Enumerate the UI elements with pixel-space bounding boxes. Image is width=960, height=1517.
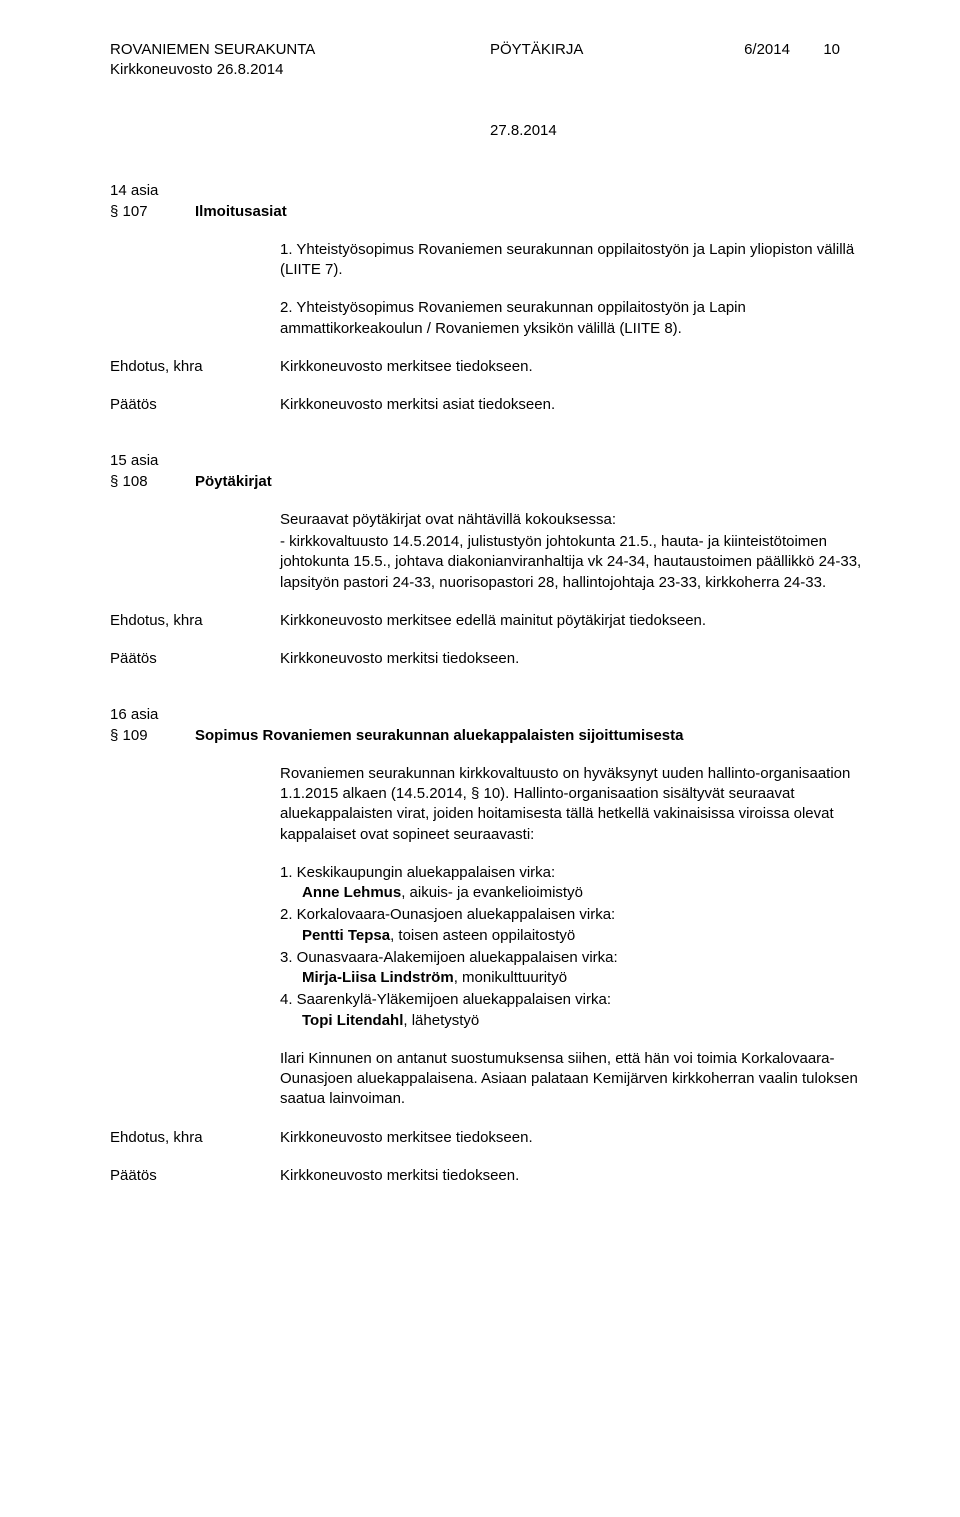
asia-label: 16 asia bbox=[110, 705, 880, 725]
person-role: , aikuis- ja evankelioimistyö bbox=[401, 884, 583, 901]
doc-type: PÖYTÄKIRJA bbox=[490, 40, 690, 60]
paatos-text: Kirkkoneuvosto merkitsi tiedokseen. bbox=[280, 649, 880, 669]
ehdotus-text: Kirkkoneuvosto merkitsee tiedokseen. bbox=[280, 357, 880, 377]
page-header: ROVANIEMEN SEURAKUNTA Kirkkoneuvosto 26.… bbox=[110, 40, 880, 81]
asia-label: 15 asia bbox=[110, 451, 880, 471]
asia-label: 14 asia bbox=[110, 181, 880, 201]
ehdotus-text: Kirkkoneuvosto merkitsee tiedokseen. bbox=[280, 1128, 880, 1148]
org-name: ROVANIEMEN SEURAKUNTA bbox=[110, 40, 490, 60]
paatos-text: Kirkkoneuvosto merkitsi asiat tiedokseen… bbox=[280, 395, 880, 415]
section-number: § 108 bbox=[110, 472, 195, 492]
list-item: 4. Saarenkylä-Yläkemijoen aluekappalaise… bbox=[280, 990, 880, 1031]
page-number: 10 bbox=[823, 41, 840, 58]
section-108: 15 asia § 108 Pöytäkirjat Seuraavat pöyt… bbox=[110, 451, 880, 669]
doc-number: 6/2014 bbox=[744, 41, 790, 58]
paragraph: 2. Yhteistyösopimus Rovaniemen seurakunn… bbox=[280, 298, 880, 339]
virka-person: Anne Lehmus, aikuis- ja evankelioimistyö bbox=[280, 883, 880, 903]
section-title: Pöytäkirjat bbox=[195, 472, 272, 492]
ehdotus-text: Kirkkoneuvosto merkitsee edellä mainitut… bbox=[280, 611, 880, 631]
section-title: Ilmoitusasiat bbox=[195, 202, 287, 222]
ehdotus-label: Ehdotus, khra bbox=[110, 357, 280, 377]
virka-label: 1. Keskikaupungin aluekappalaisen virka: bbox=[280, 863, 880, 883]
section-title: Sopimus Rovaniemen seurakunnan aluekappa… bbox=[195, 726, 683, 746]
list-item: 2. Korkalovaara-Ounasjoen aluekappalaise… bbox=[280, 905, 880, 946]
paatos-label: Päätös bbox=[110, 1166, 280, 1186]
person-name: Anne Lehmus bbox=[302, 884, 401, 901]
paatos-text: Kirkkoneuvosto merkitsi tiedokseen. bbox=[280, 1166, 880, 1186]
paatos-label: Päätös bbox=[110, 395, 280, 415]
paragraph: - kirkkovaltuusto 14.5.2014, julistustyö… bbox=[280, 532, 880, 593]
paragraph: 1. Yhteistyösopimus Rovaniemen seurakunn… bbox=[280, 240, 880, 281]
list-item: 3. Ounasvaara-Alakemijoen aluekappalaise… bbox=[280, 948, 880, 989]
person-role: , toisen asteen oppilaitostyö bbox=[390, 927, 575, 944]
virka-label: 3. Ounasvaara-Alakemijoen aluekappalaise… bbox=[280, 948, 880, 968]
person-name: Topi Litendahl bbox=[302, 1012, 403, 1029]
section-number: § 109 bbox=[110, 726, 195, 746]
section-107: 14 asia § 107 Ilmoitusasiat 1. Yhteistyö… bbox=[110, 181, 880, 415]
ehdotus-label: Ehdotus, khra bbox=[110, 611, 280, 631]
person-name: Mirja-Liisa Lindström bbox=[302, 969, 454, 986]
virka-person: Topi Litendahl, lähetystyö bbox=[280, 1011, 880, 1031]
person-name: Pentti Tepsa bbox=[302, 927, 390, 944]
header-date: 27.8.2014 bbox=[490, 121, 880, 141]
numbered-list: 1. Keskikaupungin aluekappalaisen virka:… bbox=[280, 863, 880, 1031]
paragraph: Ilari Kinnunen on antanut suostumuksensa… bbox=[280, 1049, 880, 1110]
paatos-label: Päätös bbox=[110, 649, 280, 669]
list-item: 1. Keskikaupungin aluekappalaisen virka:… bbox=[280, 863, 880, 904]
ehdotus-label: Ehdotus, khra bbox=[110, 1128, 280, 1148]
virka-label: 4. Saarenkylä-Yläkemijoen aluekappalaise… bbox=[280, 990, 880, 1010]
person-role: , lähetystyö bbox=[403, 1012, 479, 1029]
virka-person: Mirja-Liisa Lindström, monikulttuurityö bbox=[280, 968, 880, 988]
section-number: § 107 bbox=[110, 202, 195, 222]
virka-label: 2. Korkalovaara-Ounasjoen aluekappalaise… bbox=[280, 905, 880, 925]
paragraph: Seuraavat pöytäkirjat ovat nähtävillä ko… bbox=[280, 510, 880, 530]
virka-person: Pentti Tepsa, toisen asteen oppilaitosty… bbox=[280, 926, 880, 946]
section-109: 16 asia § 109 Sopimus Rovaniemen seuraku… bbox=[110, 705, 880, 1186]
paragraph: Rovaniemen seurakunnan kirkkovaltuusto o… bbox=[280, 764, 880, 845]
person-role: , monikulttuurityö bbox=[454, 969, 567, 986]
org-sub: Kirkkoneuvosto 26.8.2014 bbox=[110, 60, 490, 80]
